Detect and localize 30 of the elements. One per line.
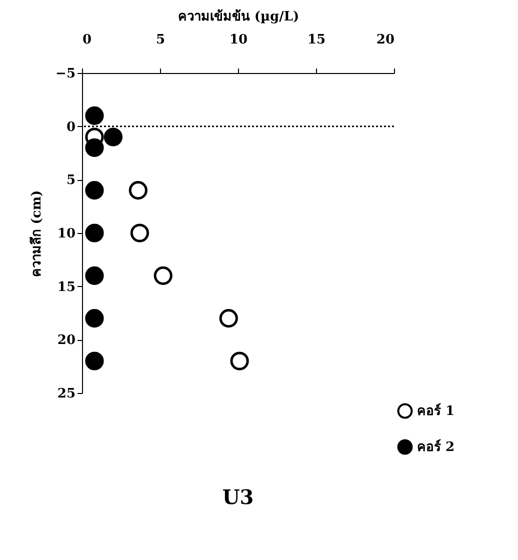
point [85, 309, 104, 328]
point [219, 309, 238, 328]
y-tick-label: 15 [57, 280, 76, 295]
legend-label: คอร์ 2 [417, 439, 455, 455]
y-tick-label: −5 [56, 66, 76, 82]
y-tick-label: 25 [57, 386, 76, 402]
point [85, 106, 104, 125]
x-tick-label: 20 [376, 32, 394, 48]
y-tick-label: 10 [57, 226, 76, 242]
point [154, 266, 172, 285]
text: U3 [222, 485, 254, 509]
x-axis-title: ความเข้มข้น (µg/L) [178, 8, 300, 24]
point [85, 266, 104, 285]
y-tick-label: 0 [66, 120, 76, 135]
x-tick-label: 5 [156, 32, 166, 48]
point [128, 181, 148, 200]
point [130, 224, 150, 242]
y-tick-label: 20 [57, 333, 76, 348]
x-tick-label: 10 [229, 32, 248, 48]
point [230, 352, 249, 370]
x-tick-label: 0 [82, 32, 92, 48]
point [85, 352, 104, 370]
point [85, 181, 104, 200]
point [85, 138, 104, 157]
y-axis-title: ความลึก (cm) [28, 190, 45, 277]
point [85, 224, 104, 242]
point [104, 128, 123, 146]
x-tick-label: 15 [307, 32, 326, 48]
y-tick-label: 5 [66, 173, 76, 188]
legend-label: คอร์ 1 [417, 403, 455, 419]
